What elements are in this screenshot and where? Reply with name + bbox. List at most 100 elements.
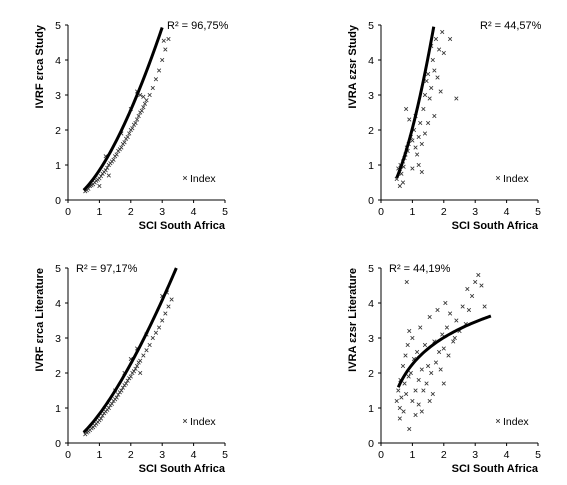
data-point	[404, 106, 409, 112]
data-point	[134, 117, 140, 122]
data-point	[465, 286, 470, 292]
data-point	[125, 134, 130, 140]
data-point	[406, 374, 411, 379]
x-tick-label: 4	[191, 206, 197, 218]
data-point	[156, 325, 162, 330]
data-point	[163, 311, 168, 316]
data-point	[120, 385, 126, 390]
data-point	[454, 318, 459, 323]
y-axis-title: IVRA εzsr Study	[347, 24, 359, 109]
y-tick-label: 5	[368, 263, 374, 275]
data-point	[160, 57, 165, 63]
data-point	[446, 353, 451, 358]
y-tick-label: 1	[55, 403, 61, 415]
data-point	[413, 145, 418, 150]
data-point	[150, 335, 155, 341]
data-point	[438, 367, 443, 372]
chart-panel-ivrf-study: 0 1 2 3 4 5 0 1 2 3 4 5 SCI South Africa IVRF εrca St…	[34, 20, 229, 232]
data-point	[426, 120, 431, 126]
legend-label: Index	[503, 416, 529, 428]
y-tick-label: 5	[368, 20, 374, 32]
data-point	[401, 409, 406, 414]
data-point	[396, 388, 401, 393]
x-tick-label: 3	[472, 449, 478, 461]
data-point	[440, 332, 445, 337]
data-point	[169, 297, 174, 302]
data-point	[142, 101, 148, 106]
x-tick-label: 4	[504, 206, 510, 218]
y-tick-label: 1	[55, 160, 61, 172]
data-point	[451, 339, 456, 344]
data-point	[160, 318, 165, 323]
data-point	[424, 381, 429, 386]
data-point	[441, 346, 446, 351]
data-point	[433, 36, 439, 42]
data-point	[441, 381, 446, 386]
y-tick-label: 3	[368, 90, 374, 102]
x-tick-label: 4	[191, 449, 197, 461]
x-tick-label: 4	[504, 449, 510, 461]
y-tick-label: 0	[368, 195, 374, 207]
data-point	[130, 126, 135, 131]
data-point	[416, 377, 421, 383]
y-tick-label: 4	[368, 298, 374, 310]
data-point	[116, 392, 121, 397]
data-point	[405, 342, 410, 348]
data-point	[114, 395, 119, 400]
data-point	[144, 98, 149, 103]
data-point	[100, 413, 105, 418]
x-tick-label: 0	[378, 449, 384, 461]
x-axis-title: SCI South Africa	[452, 463, 539, 475]
data-point	[429, 85, 434, 91]
data-point	[415, 152, 420, 157]
data-point	[139, 108, 144, 113]
data-point	[419, 409, 424, 414]
data-point	[166, 304, 171, 309]
data-point	[479, 283, 484, 288]
x-axis-title: SCI South Africa	[139, 463, 226, 475]
data-point	[407, 328, 412, 334]
legend-marker	[495, 418, 501, 424]
data-point	[105, 165, 110, 170]
x-tick-label: 1	[409, 206, 415, 218]
data-point	[447, 36, 453, 42]
data-point	[476, 272, 481, 278]
y-tick-label: 4	[55, 298, 61, 310]
legend-label: Index	[190, 173, 216, 185]
data-point	[427, 314, 432, 320]
trend-line	[82, 267, 178, 434]
data-point	[133, 366, 138, 371]
data-point	[427, 398, 432, 404]
data-point	[131, 369, 137, 374]
data-point	[422, 131, 428, 136]
y-tick-label: 2	[55, 125, 61, 137]
data-point	[119, 388, 124, 393]
data-point	[166, 36, 171, 42]
x-tick-label: 5	[222, 449, 228, 461]
data-point	[404, 279, 409, 285]
data-point	[106, 173, 111, 178]
data-point	[397, 183, 402, 189]
data-point	[429, 370, 434, 376]
data-point	[153, 77, 159, 82]
data-point	[397, 416, 402, 421]
x-tick-label: 2	[441, 206, 447, 218]
y-tick-label: 0	[368, 438, 374, 450]
data-point	[133, 120, 138, 126]
y-axis-title: IVRF εrca Study	[34, 24, 46, 108]
data-point	[408, 370, 413, 376]
y-tick-label: 2	[368, 368, 374, 380]
x-tick-label: 1	[409, 449, 415, 461]
data-point	[97, 183, 102, 189]
data-point	[421, 106, 426, 112]
legend-marker	[182, 175, 188, 181]
data-point	[161, 38, 166, 43]
trend-line	[395, 26, 436, 179]
data-point	[415, 349, 420, 355]
data-point	[98, 174, 104, 179]
data-point	[407, 426, 412, 432]
data-point	[394, 398, 399, 404]
r-squared-label: R² = 44,19%	[389, 263, 451, 275]
x-tick-label: 5	[222, 206, 228, 218]
x-tick-label: 5	[535, 449, 541, 461]
